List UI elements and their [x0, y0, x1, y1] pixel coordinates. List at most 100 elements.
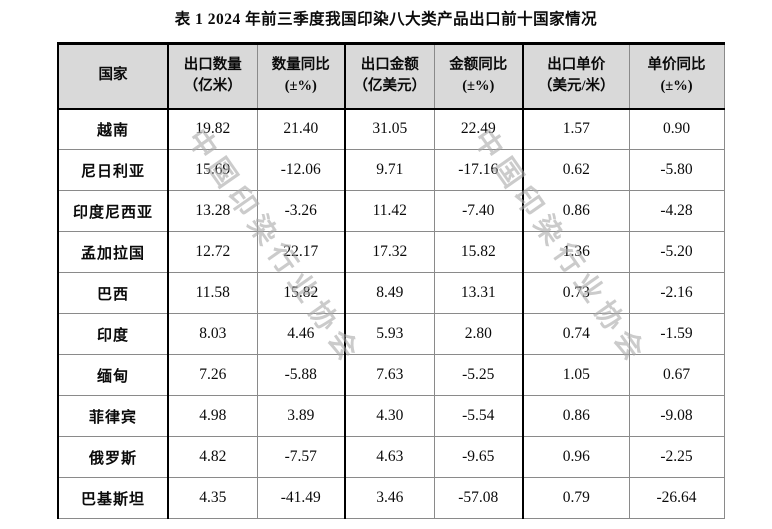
value-cell-export-value: 7.63	[344, 354, 435, 396]
value-cell-price-yoy: -26.64	[628, 477, 725, 519]
country-cell: 越南	[57, 108, 169, 150]
value-cell-unit-price: 0.74	[522, 313, 630, 355]
country-cell: 巴西	[57, 272, 169, 314]
country-cell: 菲律宾	[57, 395, 169, 437]
value-cell-value-yoy: 13.31	[433, 272, 524, 314]
value-cell-price-yoy: -9.08	[628, 395, 725, 437]
value-cell-unit-price: 1.05	[522, 354, 630, 396]
country-cell: 印度尼西亚	[57, 190, 169, 232]
value-cell-value-yoy: -57.08	[433, 477, 524, 519]
value-cell-value-yoy: -5.25	[433, 354, 524, 396]
value-cell-qty-yoy: -5.88	[256, 354, 346, 396]
value-cell-value-yoy: 22.49	[433, 108, 524, 150]
column-label: 出口单价	[547, 56, 606, 73]
value-cell-price-yoy: 0.67	[628, 354, 725, 396]
value-cell-export-value: 5.93	[344, 313, 435, 355]
value-cell-value-yoy: 2.80	[433, 313, 524, 355]
value-cell-export-qty: 11.58	[167, 272, 258, 314]
value-cell-qty-yoy: -7.57	[256, 436, 346, 478]
value-cell-price-yoy: 0.90	[628, 108, 725, 150]
table-row: 菲律宾 4.98 3.89 4.30 -5.54 0.86 -9.08	[57, 395, 725, 437]
table-row: 印度 8.03 4.46 5.93 2.80 0.74 -1.59	[57, 313, 725, 355]
value-cell-qty-yoy: 22.17	[256, 231, 346, 273]
value-cell-export-value: 9.71	[344, 149, 435, 191]
column-label: 单价同比	[647, 56, 706, 73]
value-cell-export-value: 4.63	[344, 436, 435, 478]
column-header-value-yoy: 金额同比 (±%)	[433, 43, 524, 110]
column-label: 金额同比	[449, 56, 508, 73]
value-cell-unit-price: 0.79	[522, 477, 630, 519]
value-cell-export-value: 8.49	[344, 272, 435, 314]
value-cell-export-qty: 4.82	[167, 436, 258, 478]
column-header-country: 国家	[57, 43, 169, 110]
table-row: 越南 19.82 21.40 31.05 22.49 1.57 0.90	[57, 108, 725, 150]
country-cell: 巴基斯坦	[57, 477, 169, 519]
column-header-unit-price: 出口单价 （美元/米）	[522, 43, 630, 110]
country-cell: 俄罗斯	[57, 436, 169, 478]
column-label: 出口金额	[360, 56, 419, 73]
value-cell-unit-price: 0.86	[522, 190, 630, 232]
value-cell-unit-price: 0.62	[522, 149, 630, 191]
value-cell-qty-yoy: 21.40	[256, 108, 346, 150]
value-cell-export-qty: 12.72	[167, 231, 258, 273]
value-cell-unit-price: 0.86	[522, 395, 630, 437]
value-cell-price-yoy: -5.20	[628, 231, 725, 273]
value-cell-export-qty: 15.69	[167, 149, 258, 191]
value-cell-price-yoy: -2.25	[628, 436, 725, 478]
value-cell-qty-yoy: 3.89	[256, 395, 346, 437]
value-cell-price-yoy: -1.59	[628, 313, 725, 355]
value-cell-export-qty: 8.03	[167, 313, 258, 355]
column-header-qty-yoy: 数量同比 (±%)	[256, 43, 346, 110]
value-cell-qty-yoy: 15.82	[256, 272, 346, 314]
column-label: 出口数量	[183, 56, 242, 73]
table-row: 俄罗斯 4.82 -7.57 4.63 -9.65 0.96 -2.25	[57, 436, 725, 478]
value-cell-export-value: 3.46	[344, 477, 435, 519]
value-cell-value-yoy: 15.82	[433, 231, 524, 273]
column-header-export-qty: 出口数量 （亿米）	[167, 43, 258, 110]
value-cell-export-value: 31.05	[344, 108, 435, 150]
country-cell: 尼日利亚	[57, 149, 169, 191]
column-header-price-yoy: 单价同比 (±%)	[628, 43, 725, 110]
column-unit: （亿美元）	[353, 78, 427, 95]
value-cell-unit-price: 0.96	[522, 436, 630, 478]
header-row: 国家 出口数量 （亿米） 数量同比 (±%) 出口金额 （亿美元） 金额同比 (±%) 出口单价 （…	[57, 43, 725, 110]
column-label: 数量同比	[271, 56, 330, 73]
table-caption: 表 1 2024 年前三季度我国印染八大类产品出口前十国家情况	[174, 11, 598, 28]
value-cell-export-value: 17.32	[344, 231, 435, 273]
column-unit: （美元/米）	[537, 78, 615, 95]
country-cell: 印度	[57, 313, 169, 355]
value-cell-export-qty: 13.28	[167, 190, 258, 232]
value-cell-unit-price: 1.36	[522, 231, 630, 273]
column-unit: (±%)	[660, 78, 693, 95]
value-cell-qty-yoy: -3.26	[256, 190, 346, 232]
value-cell-qty-yoy: 4.46	[256, 313, 346, 355]
column-unit: （亿米）	[183, 78, 242, 95]
value-cell-price-yoy: -4.28	[628, 190, 725, 232]
value-cell-unit-price: 0.73	[522, 272, 630, 314]
table-row: 巴西 11.58 15.82 8.49 13.31 0.73 -2.16	[57, 272, 725, 314]
value-cell-qty-yoy: -41.49	[256, 477, 346, 519]
table-row: 缅甸 7.26 -5.88 7.63 -5.25 1.05 0.67	[57, 354, 725, 396]
value-cell-export-qty: 4.35	[167, 477, 258, 519]
column-unit: (±%)	[462, 78, 495, 95]
value-cell-export-qty: 7.26	[167, 354, 258, 396]
table-row: 孟加拉国 12.72 22.17 17.32 15.82 1.36 -5.20	[57, 231, 725, 273]
value-cell-value-yoy: -7.40	[433, 190, 524, 232]
value-cell-price-yoy: -2.16	[628, 272, 725, 314]
value-cell-export-qty: 19.82	[167, 108, 258, 150]
table-row: 巴基斯坦 4.35 -41.49 3.46 -57.08 0.79 -26.64	[57, 477, 725, 519]
table-row: 尼日利亚 15.69 -12.06 9.71 -17.16 0.62 -5.80	[57, 149, 725, 191]
country-cell: 孟加拉国	[57, 231, 169, 273]
value-cell-value-yoy: -17.16	[433, 149, 524, 191]
value-cell-export-qty: 4.98	[167, 395, 258, 437]
value-cell-qty-yoy: -12.06	[256, 149, 346, 191]
value-cell-unit-price: 1.57	[522, 108, 630, 150]
value-cell-export-value: 4.30	[344, 395, 435, 437]
value-cell-value-yoy: -5.54	[433, 395, 524, 437]
value-cell-value-yoy: -9.65	[433, 436, 524, 478]
table-row: 印度尼西亚 13.28 -3.26 11.42 -7.40 0.86 -4.28	[57, 190, 725, 232]
value-cell-price-yoy: -5.80	[628, 149, 725, 191]
export-stats-table: 国家 出口数量 （亿米） 数量同比 (±%) 出口金额 （亿美元） 金额同比 (±%) 出口单价 （…	[57, 42, 725, 519]
value-cell-export-value: 11.42	[344, 190, 435, 232]
